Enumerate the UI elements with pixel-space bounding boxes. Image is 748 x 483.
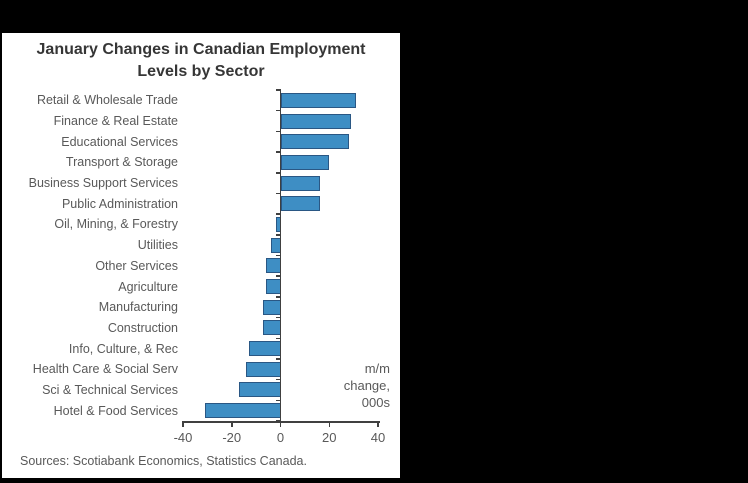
category-label: Educational Services — [61, 134, 178, 149]
category-axis-tick — [276, 275, 281, 277]
category-axis-tick — [276, 358, 281, 360]
category-axis-tick — [276, 254, 281, 257]
bar — [248, 341, 281, 357]
category-axis-tick — [276, 378, 281, 381]
category-axis-line — [279, 90, 282, 421]
category-axis-tick — [276, 337, 281, 339]
chart-title-line2: Levels by Sector — [137, 63, 265, 80]
category-label: Manufacturing — [98, 300, 178, 315]
category-label: Finance & Real Estate — [53, 114, 178, 129]
category-label: Public Administration — [61, 196, 178, 211]
units-annotation-line3: 000s — [361, 395, 390, 410]
category-axis-tick — [276, 130, 281, 133]
category-label: Retail & Wholesale Trade — [36, 93, 178, 108]
x-axis-tick-label: -40 — [173, 430, 193, 445]
bar-chart: Retail & Wholesale Trade Finance & Real E… — [2, 33, 400, 478]
units-annotation-line2: change, — [343, 378, 390, 393]
category-axis-tick — [276, 172, 281, 174]
bar — [280, 196, 320, 212]
bar — [263, 320, 281, 336]
category-axis-tick — [276, 234, 281, 236]
category-label: Agriculture — [118, 279, 178, 294]
x-axis-tick-label: -20 — [222, 430, 242, 445]
bar — [280, 113, 352, 129]
x-axis-tick — [377, 421, 379, 427]
category-axis-tick — [276, 296, 281, 298]
x-axis-line — [183, 421, 380, 423]
category-label: Business Support Services — [28, 176, 178, 191]
bar — [246, 361, 281, 377]
x-axis-tick-label: 40 — [370, 430, 386, 445]
bar — [239, 382, 281, 398]
category-label: Utilities — [137, 238, 178, 253]
category-label: Transport & Storage — [65, 155, 178, 170]
bar — [280, 92, 357, 108]
category-label: Construction — [107, 320, 178, 335]
bar — [265, 258, 281, 274]
chart-title-line1: January Changes in Canadian Employment — [36, 41, 366, 58]
units-annotation: m/m change, 000s — [344, 360, 390, 411]
bar — [280, 134, 349, 150]
chart-panel: January Changes in Canadian Employment L… — [2, 33, 400, 478]
bar — [280, 154, 330, 170]
bar — [280, 175, 320, 191]
x-axis-tick — [231, 421, 233, 427]
category-label: Oil, Mining, & Forestry — [54, 217, 178, 232]
chart-title: January Changes in Canadian Employment L… — [2, 39, 400, 83]
category-axis-tick — [276, 399, 281, 402]
bar — [204, 403, 281, 419]
x-axis-tick — [279, 421, 282, 427]
category-label: Info, Culture, & Rec — [68, 341, 178, 356]
category-axis-tick — [276, 89, 281, 91]
x-axis-tick — [328, 421, 330, 427]
category-label: Other Services — [95, 258, 178, 273]
category-label: Health Care & Social Serv — [32, 362, 178, 377]
x-axis-tick-label: 20 — [322, 430, 337, 445]
x-axis-tick-label: 0 — [276, 430, 285, 445]
category-axis-tick — [276, 151, 281, 153]
category-axis-tick — [276, 192, 281, 195]
category-label: Hotel & Food Services — [53, 403, 178, 418]
category-label: Sci & Technical Services — [42, 382, 178, 397]
source-note: Sources: Scotiabank Economics, Statistic… — [20, 454, 307, 468]
category-axis-tick — [276, 213, 281, 215]
bar — [265, 279, 281, 295]
category-axis-tick — [276, 109, 281, 112]
x-axis-tick — [182, 421, 184, 427]
units-annotation-line1: m/m — [364, 361, 390, 376]
bar — [263, 299, 281, 315]
category-axis-tick — [276, 316, 281, 319]
